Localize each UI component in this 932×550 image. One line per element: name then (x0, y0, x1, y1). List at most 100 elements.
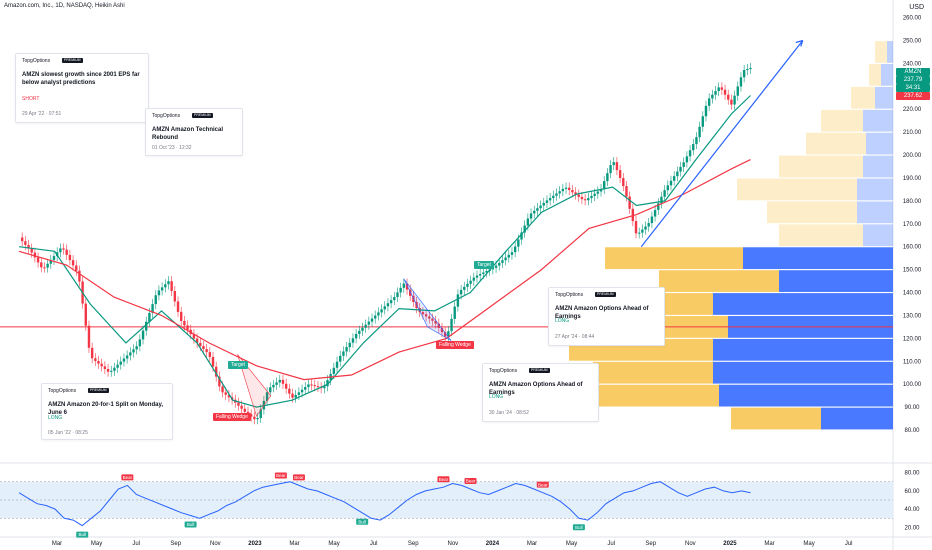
volume-profile-bar-up (779, 270, 893, 292)
idea-card-20-for-1-split[interactable]: TopgOptions PREMIUM AMZN Amazon 20-for-1… (41, 383, 173, 440)
time-tick-label: 2023 (248, 541, 262, 547)
candle-body (380, 309, 383, 313)
candle-body (723, 89, 727, 95)
candle-body (135, 346, 138, 350)
idea-card-options-earnings-jan[interactable]: TopgOptions PREMIUM AMZN Amazon Options … (482, 363, 599, 422)
candle-body (24, 241, 27, 245)
candle-body (399, 287, 402, 293)
candle-body (733, 95, 736, 105)
price-tick-label: 220.00 (903, 107, 922, 113)
candle-body (65, 249, 68, 255)
price-tick-label: 90.00 (904, 405, 920, 411)
idea-direction-long: LONG (48, 415, 63, 421)
target-label: Target (474, 261, 494, 269)
ma-slow-line (18, 159, 751, 381)
candle-body (437, 323, 441, 328)
candle-body (536, 208, 539, 211)
candle-body (545, 200, 549, 203)
price-tick-label: 240.00 (903, 61, 922, 67)
candle-body (138, 339, 142, 347)
candle-body (94, 358, 97, 361)
rsi-bull-label: Bull (358, 519, 366, 524)
candle-body (164, 284, 167, 288)
candle-body (510, 252, 514, 255)
candle-body (148, 312, 151, 322)
candle-body (692, 144, 695, 151)
candle-body (288, 388, 291, 394)
candle-body (517, 239, 520, 247)
candle-body (520, 232, 523, 240)
candle-body (30, 248, 33, 253)
volume-profile-bar-down (659, 270, 779, 292)
trend-arrow-head (795, 39, 804, 47)
candle-body (466, 283, 469, 287)
candle-body (36, 257, 40, 263)
idea-card-technical-rebound[interactable]: TopgOptions PREMIUM AMZN Amazon Technica… (145, 108, 243, 156)
price-tick-label: 200.00 (903, 153, 922, 159)
candle-body (717, 87, 720, 92)
candle-body (113, 367, 116, 371)
candle-body (742, 70, 746, 78)
price-tick-label: 80.00 (904, 428, 920, 434)
candle-body (450, 318, 453, 332)
price-tick-label: 110.00 (903, 359, 922, 365)
volume-profile-bar-down (806, 132, 866, 155)
candle-body (192, 334, 196, 339)
candle-body (294, 394, 297, 398)
candle-body (326, 380, 329, 387)
volume-profile-bar-up (863, 109, 893, 132)
candle-body (701, 116, 704, 127)
price-tick-label: 180.00 (903, 199, 922, 205)
candle-body (660, 196, 663, 204)
candle-body (727, 94, 730, 100)
price-tick-label: 160.00 (903, 245, 922, 251)
candle-body (513, 246, 517, 253)
candle-body (358, 330, 361, 334)
candle-body (259, 409, 262, 419)
candle-body (431, 318, 434, 321)
time-tick-label: Jul (132, 541, 140, 547)
candle-body (498, 262, 501, 266)
candle-body (278, 379, 281, 383)
candle-body (132, 349, 135, 353)
candle-body (669, 180, 673, 186)
last-price-label: 237.79 (896, 76, 930, 84)
candle-body (364, 324, 367, 328)
time-tick-label: Sep (645, 541, 656, 547)
time-tick-label: May (803, 541, 814, 547)
idea-date: 29 Apr '22 · 07:51 (22, 111, 62, 117)
candle-body (90, 347, 94, 359)
candle-body (183, 320, 186, 326)
rsi-bear-marker (464, 478, 477, 485)
candle-body (647, 223, 650, 227)
candle-body (615, 162, 619, 171)
candle-body (587, 198, 590, 201)
candle-body (447, 331, 450, 337)
candle-body (354, 333, 358, 339)
candle-body (443, 332, 447, 337)
candle-body (316, 386, 320, 388)
candle-body (634, 221, 638, 234)
candle-body (300, 389, 304, 393)
volume-profile-bar-up (857, 201, 893, 224)
candle-body (291, 393, 294, 398)
candle-body (335, 361, 339, 368)
candle-body (408, 289, 412, 296)
rsi-bull-label: Bull (575, 525, 583, 530)
candle-body (672, 176, 676, 181)
volume-profile-bar-up (743, 247, 893, 270)
candle-body (523, 225, 526, 233)
candle-body (482, 272, 485, 274)
candle-body (428, 316, 431, 319)
candle-body (478, 273, 482, 276)
rsi-bear-marker (536, 481, 549, 488)
idea-title: AMZN slowest growth since 2001 EPS far b… (22, 72, 140, 86)
idea-card-options-earnings-apr[interactable]: TopgOptions PREMIUM AMZN Amazon Options … (548, 287, 665, 346)
candle-body (154, 295, 157, 305)
time-tick-label: Nov (685, 541, 696, 547)
candle-body (386, 303, 390, 307)
candle-body (663, 190, 666, 197)
candle-body (62, 248, 65, 250)
candle-body (27, 244, 30, 249)
idea-card-amzn-slowest-growth[interactable]: TopgOptions PREMIUM AMZN slowest growth … (15, 53, 149, 123)
